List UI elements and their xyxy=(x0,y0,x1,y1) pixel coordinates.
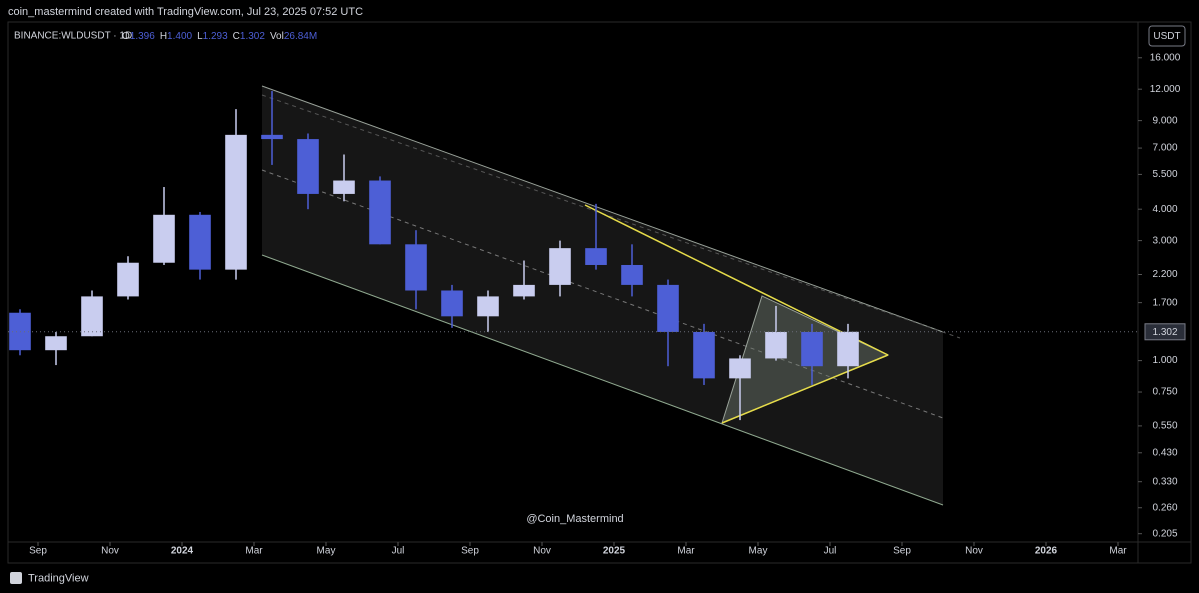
candle-body xyxy=(441,290,463,317)
candle-body xyxy=(45,336,67,351)
candle-body xyxy=(117,262,139,297)
caption: coin_mastermind created with TradingView… xyxy=(8,6,363,18)
chart-frame xyxy=(7,21,1192,564)
x-tick-label: May xyxy=(749,546,768,557)
candle-body xyxy=(189,214,211,270)
candle-body xyxy=(549,248,571,285)
candle-body xyxy=(657,284,679,332)
candle-body xyxy=(297,139,319,194)
channel-lower xyxy=(261,254,944,506)
x-tick-label: Jul xyxy=(392,546,405,557)
y-tick-label: 0.430 xyxy=(1152,447,1177,458)
channel-inner xyxy=(261,94,961,339)
x-tick-label: 2026 xyxy=(1035,546,1058,557)
ohlc-value: 1.396 xyxy=(130,31,155,42)
y-tick-label: 3.000 xyxy=(1152,235,1177,246)
ohlc-value: 1.293 xyxy=(203,31,228,42)
candle-body xyxy=(477,296,499,317)
y-tick-label: 7.000 xyxy=(1152,143,1177,154)
candle-body xyxy=(513,284,535,297)
y-tick-label: 4.000 xyxy=(1152,204,1177,215)
x-tick-label: Nov xyxy=(101,546,119,557)
candle-body xyxy=(801,331,823,367)
candle-body xyxy=(837,331,859,367)
x-tick-label: 2025 xyxy=(603,546,626,557)
x-tick-label: Mar xyxy=(245,546,263,557)
candle-body xyxy=(585,248,607,265)
ohlc-value: 26.84M xyxy=(284,31,317,42)
candle-body xyxy=(693,331,715,379)
ohlc-values: O1.396 H1.400 L1.293 C1.302 Vol26.84M xyxy=(122,31,317,42)
last-price-label: 1.302 xyxy=(1152,327,1177,338)
currency-button[interactable] xyxy=(1148,25,1186,47)
x-tick-label: Nov xyxy=(965,546,983,557)
candle-body xyxy=(729,358,751,379)
ohlc-key: Vol xyxy=(270,31,284,42)
last-price-box xyxy=(1144,323,1186,341)
y-tick-label: 1.700 xyxy=(1152,297,1177,308)
x-tick-label: Mar xyxy=(1109,546,1127,557)
candle-body xyxy=(621,264,643,285)
ohlc-key: C xyxy=(233,31,240,42)
y-tick-label: 16.000 xyxy=(1150,52,1181,63)
ohlc-legend: O1.396 H1.400 L1.293 C1.302 Vol26.84M xyxy=(122,31,317,42)
candle-body xyxy=(405,244,427,291)
x-tick-label: 2024 xyxy=(171,546,194,557)
candle-body xyxy=(369,180,391,245)
x-tick-label: Jul xyxy=(824,546,837,557)
y-tick-label: 2.200 xyxy=(1152,269,1177,280)
channel-fill xyxy=(262,86,943,505)
y-tick-label: 0.330 xyxy=(1152,476,1177,487)
y-tick-label: 1.000 xyxy=(1152,355,1177,366)
y-tick-label: 0.205 xyxy=(1152,528,1177,539)
ohlc-value: 1.302 xyxy=(240,31,265,42)
x-tick-label: Sep xyxy=(461,546,479,557)
y-tick-label: 5.500 xyxy=(1152,169,1177,180)
ohlc-key: O xyxy=(122,31,130,42)
x-tick-label: Sep xyxy=(893,546,911,557)
candle-body xyxy=(225,134,247,270)
brand-logo xyxy=(10,572,22,584)
ohlc-value: 1.400 xyxy=(167,31,192,42)
ohlc-key: H xyxy=(160,31,167,42)
candle-body xyxy=(81,296,103,337)
candle-body xyxy=(261,134,283,140)
watermark: @Coin_Mastermind xyxy=(526,513,623,525)
y-tick-label: 12.000 xyxy=(1150,84,1181,95)
candle-body xyxy=(153,214,175,263)
y-tick-label: 9.000 xyxy=(1152,115,1177,126)
y-tick-label: 0.750 xyxy=(1152,387,1177,398)
candles xyxy=(9,91,859,421)
candle-body xyxy=(333,180,355,194)
candle-body xyxy=(765,331,787,359)
x-tick-label: May xyxy=(317,546,336,557)
resistance-line xyxy=(584,204,889,356)
y-tick-label: 0.550 xyxy=(1152,421,1177,432)
channel-upper xyxy=(261,85,944,333)
y-tick-label: 0.260 xyxy=(1152,502,1177,513)
brand: TradingView xyxy=(28,572,89,584)
support-line xyxy=(721,354,889,424)
x-tick-label: Nov xyxy=(533,546,551,557)
x-tick-label: Sep xyxy=(29,546,47,557)
currency-label: USDT xyxy=(1153,31,1180,42)
x-tick-label: Mar xyxy=(677,546,695,557)
ohlc-key: L xyxy=(197,31,203,42)
symbol-title: BINANCE:WLDUSDT · 1D xyxy=(14,31,132,42)
